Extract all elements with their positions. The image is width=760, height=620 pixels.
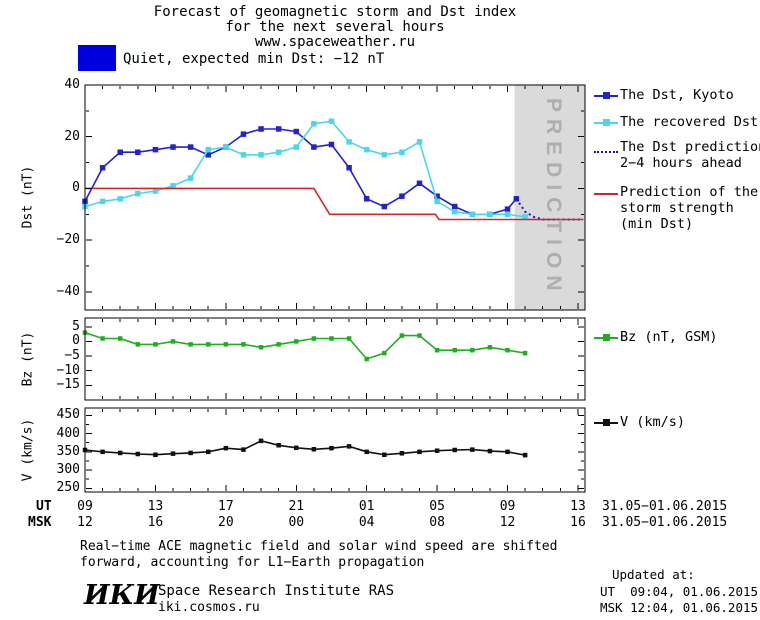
page-title-line1: Forecast of geomagnetic storm and Dst in… [153,4,517,20]
msk-tick-label: 16 [147,515,164,530]
institute-name: Space Research Institute RAS [158,583,395,599]
prediction-legend-marker [594,147,618,158]
dst-ytick-label: −40 [56,283,80,299]
ut-row-label: UT [36,499,52,514]
dst-ytick-label: 0 [72,180,80,196]
footnote-line2: forward, accounting for L1−Earth propaga… [80,555,425,570]
quiet-status-label: Quiet, expected min Dst: −12 nT [123,51,385,67]
dst-axis-label: Dst (nT) [20,165,36,229]
msk-tick-label: 04 [358,515,375,530]
bz-ytick-label: 5 [72,318,80,334]
footnote-line1: Real−time ACE magnetic field and solar w… [80,539,558,554]
ut-tick-label: 05 [429,499,445,514]
msk-tick-label: 00 [288,515,305,530]
bz-ytick-label: −10 [56,362,80,378]
kyoto-legend-marker [594,91,618,102]
recovered-legend-label: The recovered Dst [620,114,759,130]
ut-tick-label: 13 [147,499,164,514]
ut-tick-label: 09 [77,499,93,514]
v-ytick-label: 400 [56,425,80,441]
ut-tick-label: 09 [499,499,516,514]
institute-site: iki.cosmos.ru [158,600,260,615]
recovered-legend-marker [594,118,618,129]
updated-msk: MSK 12:04, 01.06.2015 [600,600,759,615]
v-legend-label: V (km/s) [620,414,686,430]
prediction-legend-label-1: The Dst prediction [620,139,760,155]
iki-logo: ИКИ [84,580,160,611]
msk-tick-label: 12 [499,515,516,530]
storm-legend-label-1: Prediction of the [620,184,759,200]
msk-tick-label: 20 [218,515,234,530]
dst-ytick-label: 40 [64,77,80,92]
ut-tick-label: 01 [358,499,375,514]
updated-ut: UT 09:04, 01.06.2015 [600,584,759,599]
msk-tick-label: 08 [429,515,445,530]
ut-date-range: 31.05−01.06.2015 [602,499,728,514]
storm-legend-marker [594,189,618,200]
prediction-legend-label-2: 2−4 hours ahead [620,155,742,171]
ut-tick-label: 21 [288,499,305,514]
v-ytick-label: 350 [56,443,80,459]
storm-legend-label-2: storm strength [620,200,734,216]
bz-legend-marker [594,333,618,344]
quiet-status-swatch [78,45,116,71]
bz-ytick-label: 0 [72,333,80,349]
v-legend-marker [594,418,618,429]
site-url: www.spaceweather.ru [254,34,416,50]
kyoto-legend-label: The Dst, Kyoto [620,87,734,103]
page-title-line2: for the next several hours [225,19,445,35]
dst-ytick-label: −20 [56,232,80,248]
bz-legend-label: Bz (nT, GSM) [620,329,718,345]
v-ytick-label: 250 [56,480,80,496]
msk-date-range: 31.05−01.06.2015 [602,515,728,530]
storm-legend-label-3: (min Dst) [620,216,694,232]
msk-tick-label: 16 [570,515,586,530]
bz-ytick-label: −15 [56,377,80,393]
v-ytick-label: 300 [56,462,80,478]
v-ytick-label: 450 [56,407,80,423]
msk-row-label: MSK [28,515,52,530]
updated-heading: Updated at: [612,567,695,582]
ut-tick-label: 13 [570,499,586,514]
dst-ytick-label: 20 [64,128,80,144]
prediction-band-label: PREDICTION [542,98,565,298]
bz-ytick-label: −5 [64,348,80,364]
msk-tick-label: 12 [77,515,93,530]
ut-tick-label: 17 [218,499,234,514]
